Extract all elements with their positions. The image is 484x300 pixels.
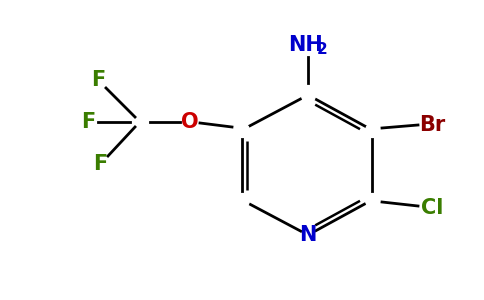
- Text: Cl: Cl: [421, 198, 443, 218]
- Text: F: F: [93, 154, 107, 174]
- Text: 2: 2: [317, 43, 327, 58]
- Text: F: F: [91, 70, 105, 90]
- Text: F: F: [81, 112, 95, 132]
- Text: Br: Br: [419, 115, 445, 135]
- Text: O: O: [181, 112, 199, 132]
- Text: NH: NH: [288, 35, 323, 55]
- Text: N: N: [299, 225, 317, 245]
